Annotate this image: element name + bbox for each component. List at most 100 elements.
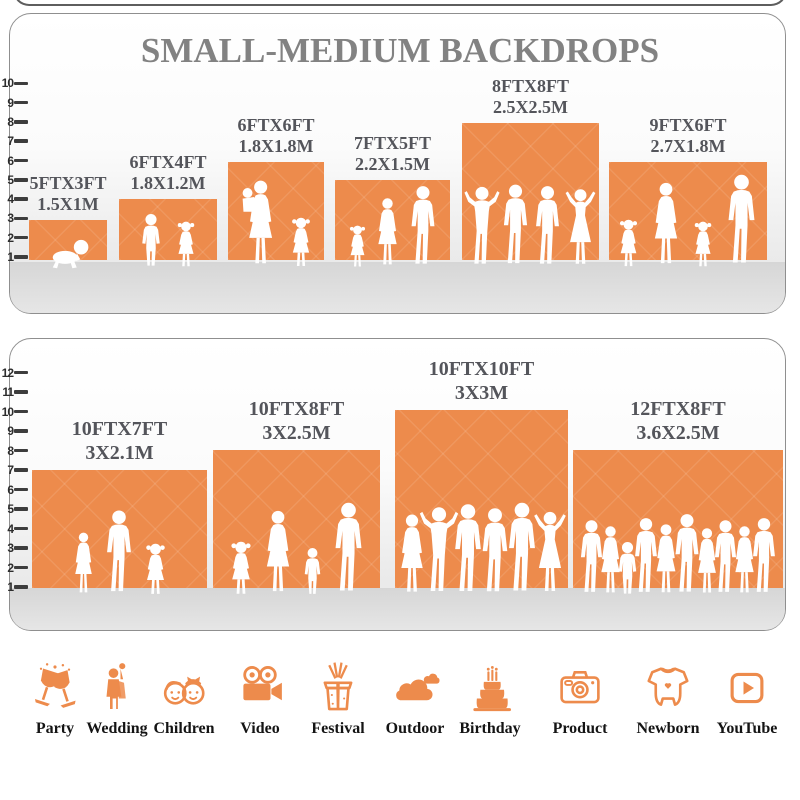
- backdrop-rect-10ftx7ft: [32, 470, 207, 588]
- ruler-tick-7: 7: [0, 463, 28, 477]
- girl-silhouette: [691, 221, 716, 269]
- backdrop-rect-10ftx8ft: [213, 450, 380, 588]
- ruler-tick-mark: [14, 158, 28, 163]
- category-outdoor: Outdoor: [370, 660, 460, 738]
- man-silhouette: [530, 185, 564, 269]
- ruler-tick-11: 11: [0, 385, 28, 399]
- backdrop-size-label: 7FTX5FT 2.2X1.5M: [354, 133, 431, 175]
- ruler-tick-9: 9: [0, 96, 28, 110]
- ruler-tick-6: 6: [0, 483, 28, 497]
- children-icon: [163, 676, 205, 705]
- wedding-icon: [106, 663, 126, 709]
- category-product: Product: [535, 660, 625, 738]
- youtube-icon: [730, 672, 764, 704]
- ruler-tick-mark: [14, 487, 28, 492]
- ruler-tick-10: 10: [0, 405, 28, 419]
- category-label: Party: [35, 720, 75, 737]
- video-icon: [243, 666, 282, 701]
- ruler-tick-label: 5: [7, 172, 14, 187]
- birthday-icon: [473, 666, 511, 712]
- man-up-silhouette: [463, 185, 500, 269]
- size-ft: 12FTX8FT: [630, 398, 726, 420]
- category-youtube: YouTube: [702, 660, 792, 738]
- man-silhouette: [748, 517, 780, 597]
- people-silhouettes: [463, 183, 598, 269]
- people-silhouettes: [395, 501, 569, 597]
- people-silhouettes: [616, 173, 761, 269]
- ruler-tick-mark: [14, 585, 28, 589]
- ruler-tick-label: 2: [7, 230, 14, 245]
- backdrop-size-label: 6FTX6FT 1.8X1.8M: [237, 115, 314, 157]
- backdrop-rect-6ftx4ft: [119, 199, 217, 260]
- backdrop-size-label: 12FTX8FT 3.6X2.5M: [630, 398, 726, 445]
- woman-silhouette: [70, 531, 96, 597]
- ruler-tick-8: 8: [0, 444, 28, 458]
- backdrop-rect-7ftx5ft: [335, 180, 450, 260]
- category-birthday: Birthday: [445, 660, 535, 738]
- size-m: 2.5X2.5M: [492, 97, 568, 118]
- ruler-tick-label: 11: [2, 385, 14, 399]
- ruler-tick-label: 4: [7, 192, 14, 207]
- man-silhouette: [101, 509, 136, 597]
- ruler-tick-mark: [14, 216, 28, 221]
- girl-silhouette: [141, 543, 169, 597]
- backdrop-rect-8ftx8ft: [462, 123, 599, 260]
- ruler-tick-mark: [14, 81, 28, 86]
- man-silhouette: [406, 185, 440, 269]
- ruler-tick-mark: [14, 565, 28, 570]
- ruler-tick-mark: [14, 197, 28, 201]
- ruler-tick-mark: [14, 120, 28, 124]
- backdrop-size-label: 9FTX6FT 2.7X1.8M: [649, 115, 726, 157]
- ruler-tick-label: 7: [7, 463, 14, 477]
- ruler-tick-label: 9: [7, 424, 14, 438]
- woman-up-silhouette: [562, 187, 598, 269]
- people-silhouettes: [226, 501, 367, 597]
- backdrop-rect-5ftx3ft: [29, 220, 107, 260]
- ruler-tick-label: 8: [7, 443, 14, 458]
- woman-silhouette: [260, 509, 295, 597]
- ruler-tick-mark: [14, 409, 28, 414]
- size-ft: 10FTX10FT: [428, 358, 535, 380]
- size-m: 1.5X1M: [37, 194, 99, 215]
- backdrop-rect-10ftx10ft: [395, 410, 568, 588]
- ruler-tick-2: 2: [0, 561, 28, 575]
- boy-silhouette: [138, 213, 165, 269]
- category-label: YouTube: [716, 720, 778, 737]
- ruler-tick-5: 5: [0, 173, 28, 187]
- ruler-tick-label: 6: [7, 153, 14, 168]
- ruler-tick-label: 2: [7, 560, 14, 575]
- backdrop-size-label: 6FTX4FT 1.8X1.2M: [129, 152, 206, 194]
- backdrop-rect-12ftx8ft: [573, 450, 783, 588]
- ruler-tick-3: 3: [0, 211, 28, 225]
- man-silhouette: [498, 183, 532, 269]
- people-silhouettes: [346, 185, 440, 269]
- ruler-tick-mark: [14, 526, 28, 531]
- ruler-tick-mark: [14, 429, 28, 433]
- ruler-tick-1: 1: [0, 580, 28, 594]
- backdrop-size-label: 5FTX3FT 1.5X1M: [29, 173, 106, 215]
- ruler-tick-4: 4: [0, 522, 28, 536]
- category-wedding: Wedding: [72, 660, 162, 738]
- category-label: Video: [240, 720, 280, 737]
- ruler-tick-10: 10: [0, 76, 28, 90]
- category-label: Birthday: [459, 720, 521, 737]
- newborn-icon: [647, 667, 689, 706]
- ruler-tick-label: 10: [1, 76, 14, 91]
- ruler-tick-5: 5: [0, 502, 28, 516]
- ruler-tick-mark: [14, 235, 28, 240]
- ruler-tick-label: 10: [1, 404, 14, 419]
- outdoor-icon: [396, 673, 440, 701]
- ruler-tick-7: 7: [0, 134, 28, 148]
- ruler-tick-label: 7: [7, 134, 14, 149]
- category-label: Product: [552, 720, 608, 737]
- backdrop-rect-6ftx6ft: [228, 162, 324, 260]
- ruler-tick-label: 12: [1, 365, 14, 380]
- party-icon: [34, 663, 76, 708]
- ruler-tick-mark: [14, 100, 28, 105]
- size-ft: 6FTX6FT: [237, 115, 315, 135]
- ruler-tick-9: 9: [0, 424, 28, 438]
- baby-silhouette: [45, 237, 92, 269]
- ruler-tick-1: 1: [0, 250, 28, 264]
- woman-silhouette: [649, 181, 684, 269]
